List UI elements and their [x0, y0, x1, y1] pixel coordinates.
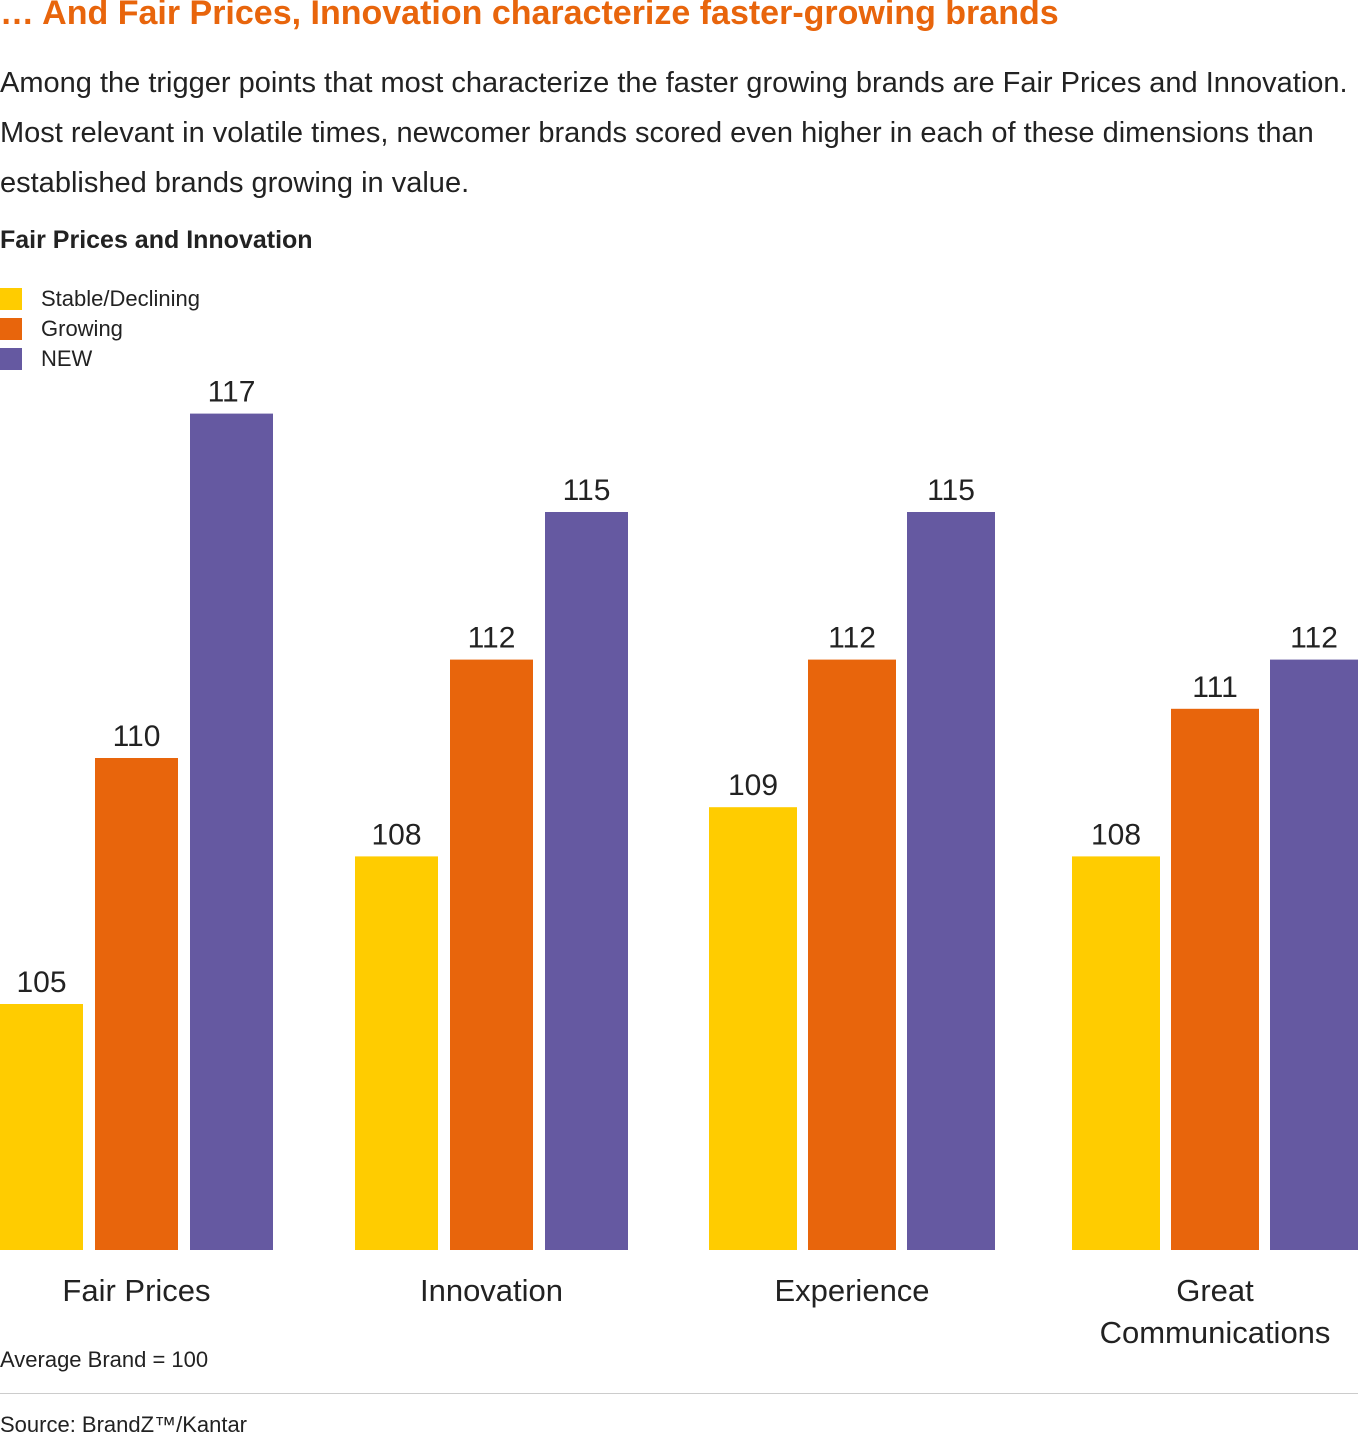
source: Source: BrandZ™/Kantar [0, 1412, 248, 1437]
data-label: 109 [728, 769, 778, 802]
legend-label: Stable/Declining [41, 286, 200, 311]
category-label: Communications [1100, 1315, 1331, 1350]
bar [355, 856, 438, 1250]
legend: Stable/Declining Growing NEW [0, 284, 200, 374]
bar [808, 659, 896, 1250]
divider [0, 1393, 1358, 1394]
legend-item-stable: Stable/Declining [0, 284, 200, 314]
bar [450, 659, 533, 1250]
legend-swatch [0, 318, 22, 340]
data-label: 108 [371, 818, 421, 851]
legend-swatch [0, 288, 22, 310]
legend-item-growing: Growing [0, 314, 200, 344]
bar [0, 1004, 83, 1250]
data-label: 117 [208, 376, 256, 409]
data-label: 112 [468, 622, 516, 655]
data-label: 115 [563, 474, 611, 507]
legend-label: Growing [41, 316, 123, 341]
category-label: Great [1176, 1273, 1254, 1308]
bar [95, 758, 178, 1250]
category-label: Experience [774, 1273, 929, 1308]
category-label: Fair Prices [62, 1273, 210, 1308]
page-title: … And Fair Prices, Innovation characteri… [0, 0, 1059, 32]
data-label: 111 [1192, 671, 1238, 704]
legend-swatch [0, 348, 22, 370]
bar [709, 807, 797, 1250]
data-label: 108 [1091, 818, 1141, 851]
category-label: Innovation [420, 1273, 563, 1308]
data-label: 105 [16, 966, 66, 999]
bar [190, 413, 273, 1251]
bar [1270, 659, 1358, 1250]
bar [1072, 856, 1160, 1250]
bar [1171, 708, 1259, 1250]
data-label: 110 [113, 720, 161, 753]
intro-text: Among the trigger points that most chara… [0, 67, 1348, 199]
footnote: Average Brand = 100 [0, 1347, 209, 1372]
bar [907, 512, 995, 1250]
data-label: 112 [828, 622, 876, 655]
legend-item-new: NEW [0, 344, 200, 374]
chart-title: Fair Prices and Innovation [0, 226, 313, 254]
bar [545, 512, 628, 1250]
legend-label: NEW [41, 346, 93, 371]
data-label: 112 [1290, 622, 1338, 655]
data-label: 115 [927, 474, 975, 507]
